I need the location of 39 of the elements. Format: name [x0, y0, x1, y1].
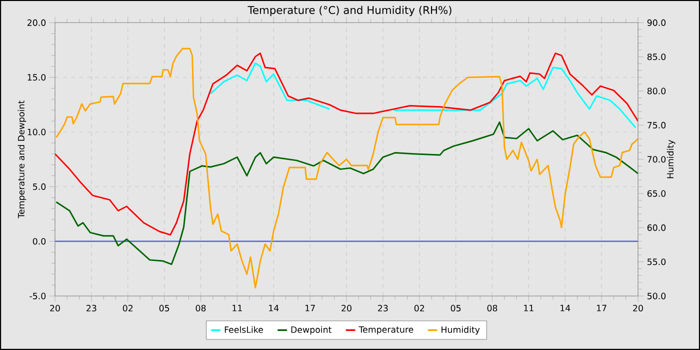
x-tick-label: 17: [596, 304, 606, 312]
x-tick-label: 08: [487, 304, 498, 312]
y2-tick-label: 60.0: [647, 224, 666, 231]
y-tick-label: 15.0: [28, 74, 46, 81]
y2-tick-label: 90.0: [647, 19, 666, 26]
y-tick-label: 20.0: [27, 19, 46, 26]
y2-tick-label: 80.0: [647, 88, 666, 94]
legend-label: Dewpoint: [291, 326, 332, 335]
y2-axis-title: Humidity: [666, 140, 676, 178]
x-tick-label: 17: [305, 304, 315, 312]
x-tick-label: 14: [560, 304, 570, 312]
y-tick-label: -5.0: [30, 292, 46, 300]
x-tick-label: 11: [524, 304, 534, 312]
x-tick-label: 11: [232, 304, 242, 312]
y-tick-label: 5.0: [33, 183, 46, 190]
x-tick-label: 14: [269, 304, 279, 312]
y2-tick-label: 50.0: [648, 292, 666, 300]
y-tick-label: 0.0: [32, 238, 46, 245]
x-tick-label: 23: [378, 304, 388, 312]
x-tick-label: 08: [196, 304, 206, 312]
chart-title: Temperature (°C) and Humidity (RH%): [248, 6, 452, 16]
x-tick-label: 20: [633, 304, 643, 312]
y-tick-label: 10.0: [28, 128, 46, 136]
y2-tick-label: 85.0: [647, 54, 666, 60]
legend-label: FeelsLike: [224, 326, 263, 333]
y-axis-title: Temperature and Dewpoint: [18, 100, 26, 218]
y2-tick-label: 75.0: [648, 122, 666, 128]
x-tick-label: 05: [159, 304, 170, 312]
x-tick-label: 02: [122, 304, 133, 312]
x-tick-label: 23: [86, 304, 96, 312]
legend-label: Temperature: [358, 326, 414, 334]
x-tick-label: 20: [50, 304, 60, 312]
x-tick-label: 02: [414, 304, 424, 312]
x-tick-label: 05: [450, 304, 461, 312]
x-tick-label: 20: [342, 304, 352, 312]
y2-tick-label: 70.0: [648, 156, 666, 163]
y2-tick-label: 55.0: [648, 258, 666, 266]
legend-label: Humidity: [442, 326, 480, 335]
y2-tick-label: 65.0: [647, 190, 666, 197]
